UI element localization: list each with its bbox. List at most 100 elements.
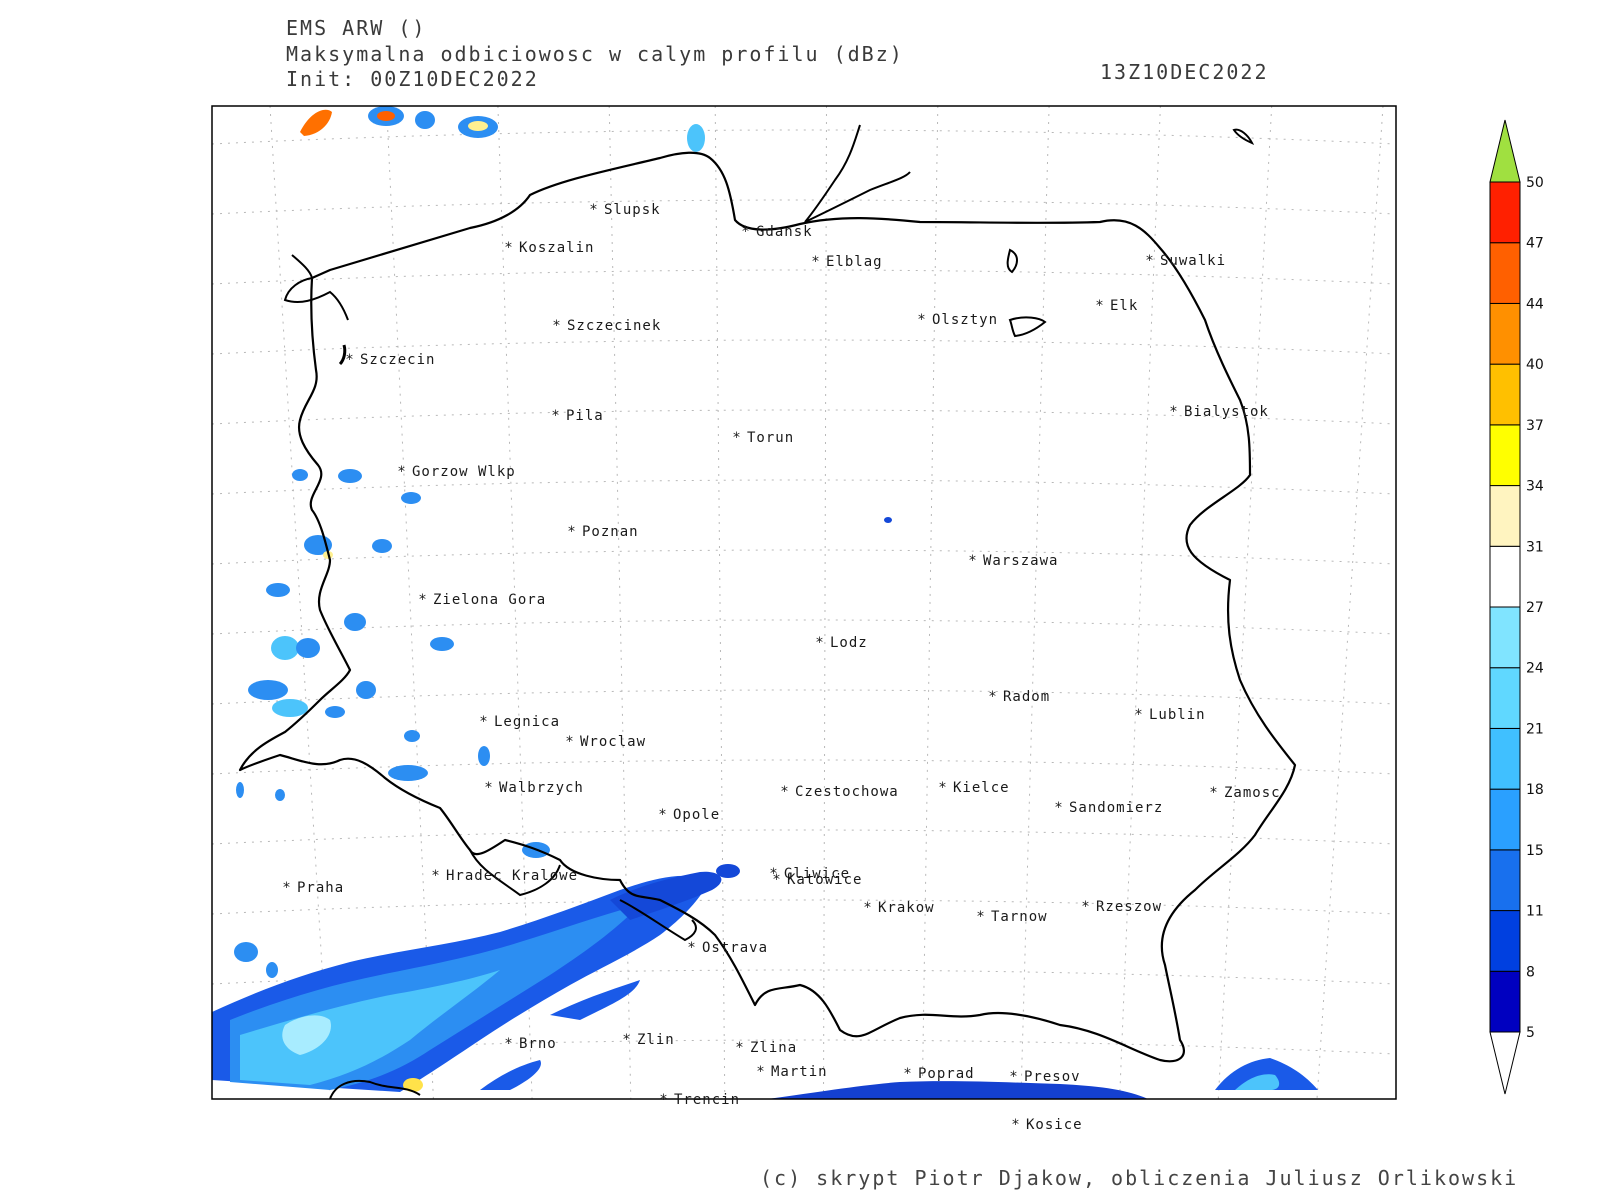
colorbar-segment	[1489, 667, 1521, 729]
parallel-line	[212, 479, 1396, 495]
city-star-icon: *	[623, 1032, 630, 1048]
echo-w16	[430, 637, 454, 651]
meridian-line	[386, 106, 434, 1099]
echo-w15	[388, 765, 428, 781]
echo-baltic-3	[415, 111, 435, 129]
colorbar-segment	[1489, 606, 1521, 669]
echo-w5	[372, 539, 392, 553]
city-star-icon: *	[398, 464, 405, 480]
city-labels: * Slupsk * Koszalin * Gdansk * Elblag * Suwalki * E…	[283, 202, 1280, 1133]
city-marker: * Suwalki	[1146, 253, 1225, 269]
city-star-icon: *	[485, 780, 492, 796]
colorbar-segment	[1489, 424, 1521, 487]
city-marker: * Kielce	[939, 780, 1009, 796]
city-marker: * Tarnow	[977, 909, 1048, 925]
city-name: Ostrava	[702, 940, 768, 956]
echo-w10	[248, 680, 288, 700]
city-name: Poznan	[582, 524, 639, 540]
meridian-line	[1119, 106, 1161, 1099]
city-star-icon: *	[566, 734, 573, 750]
colorbar-segment	[1489, 788, 1521, 851]
city-star-icon: *	[1210, 785, 1217, 801]
city-star-icon: *	[419, 592, 426, 608]
city-name: Koszalin	[519, 240, 594, 256]
city-star-icon: *	[736, 1040, 743, 1056]
colorbar-tick-label: 24	[1526, 661, 1544, 677]
city-marker: * Martin	[757, 1064, 827, 1080]
city-name: Szczecinek	[567, 318, 661, 334]
city-marker: * Torun	[733, 430, 793, 446]
colorbar-segment	[1489, 970, 1521, 1033]
island-ne	[1232, 128, 1255, 145]
city-star-icon: *	[781, 784, 788, 800]
meridian-line	[1020, 106, 1050, 1099]
parallel-line	[212, 759, 1396, 775]
city-marker: * Zlin	[623, 1032, 675, 1048]
meridian-line	[1316, 106, 1384, 1099]
city-star-icon: *	[1135, 707, 1142, 723]
city-star-icon: *	[812, 254, 819, 270]
city-star-icon: *	[283, 880, 290, 896]
city-star-icon: *	[904, 1066, 911, 1082]
colorbar-segment	[1489, 242, 1521, 304]
city-marker: * Hradec Kralowe	[432, 868, 577, 884]
echo-brno-south	[480, 1060, 541, 1090]
city-name: Bialystok	[1184, 404, 1269, 420]
city-marker: * Legnica	[480, 714, 559, 730]
city-name: Praha	[297, 880, 344, 896]
city-star-icon: *	[1082, 899, 1089, 915]
city-name: Walbrzych	[499, 780, 584, 796]
colorbar-tick-label: 44	[1526, 296, 1544, 312]
border-ostrava	[619, 899, 697, 942]
city-star-icon: *	[770, 866, 777, 882]
echo-band-inner	[240, 970, 500, 1085]
city-marker: * Bialystok	[1170, 404, 1269, 420]
city-star-icon: *	[659, 807, 666, 823]
city-name: Zlina	[750, 1040, 797, 1056]
city-marker: * Sandomierz	[1055, 800, 1162, 816]
city-marker: * Presov	[1010, 1069, 1080, 1085]
city-marker: * Elblag	[812, 254, 882, 270]
city-star-icon: *	[977, 909, 984, 925]
city-star-icon: *	[505, 240, 512, 256]
city-name: Gorzow Wlkp	[412, 464, 516, 480]
meridian-line	[823, 106, 827, 1099]
city-marker: * Zielona Gora	[419, 592, 545, 608]
city-name: Katowice	[787, 872, 862, 888]
variable-title: Maksymalna odbiciowosc w calym profilu (…	[286, 42, 904, 66]
city-star-icon: *	[688, 940, 695, 956]
meridian-line	[921, 106, 939, 1099]
echo-central	[884, 517, 892, 523]
city-name: Zlin	[637, 1032, 675, 1048]
colorbar-tick-label: 8	[1526, 964, 1535, 980]
city-marker: * Walbrzych	[485, 780, 584, 796]
city-marker: * Poznan	[568, 524, 639, 540]
border-sw-fragment	[329, 1080, 421, 1100]
city-name: Gliwice	[784, 866, 850, 882]
parallel-line	[212, 409, 1396, 425]
parallel-line	[212, 619, 1396, 635]
city-marker: * Gliwice	[770, 866, 850, 882]
meridian-line	[714, 106, 726, 1099]
city-marker: * Zamosc	[1210, 785, 1280, 801]
echo-baltic-red	[300, 109, 332, 136]
echo-w3	[401, 492, 421, 504]
lake-2	[1008, 316, 1047, 338]
parallel-line	[212, 269, 1396, 285]
city-star-icon: *	[773, 872, 780, 888]
colorbar-segment	[1489, 849, 1521, 912]
echo-w12	[325, 706, 345, 718]
meridian-line	[497, 106, 533, 1099]
city-marker: * Elk	[1096, 298, 1137, 314]
city-star-icon: *	[1012, 1117, 1019, 1133]
meridian-line	[608, 106, 632, 1099]
map-frame	[211, 105, 1397, 1100]
city-marker: * Krakow	[864, 900, 934, 916]
city-star-icon: *	[432, 868, 439, 884]
city-name: Olsztyn	[932, 312, 998, 328]
echo-baltic-2-core	[468, 121, 488, 131]
parallel-line	[212, 689, 1396, 705]
city-name: Tarnow	[991, 909, 1048, 925]
colorbar-tick-label: 40	[1526, 357, 1544, 373]
